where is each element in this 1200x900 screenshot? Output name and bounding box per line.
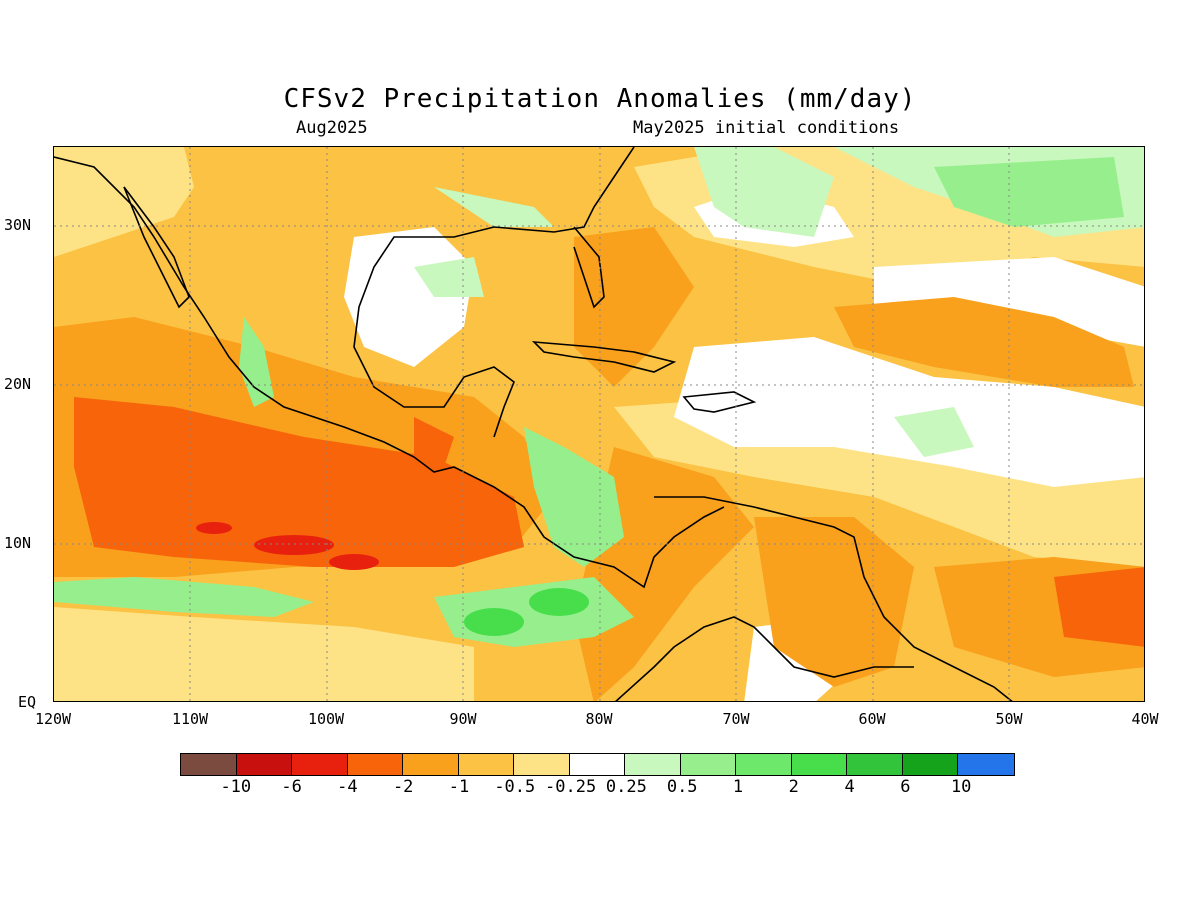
colorbar [180, 753, 1015, 776]
red-core-3 [196, 522, 232, 534]
lon-label-60w: 60W [858, 710, 886, 728]
lon-label-80w: 80W [585, 710, 613, 728]
wet-caribbean-east [894, 407, 974, 457]
colorbar-swatch [403, 754, 459, 775]
wet-nicaragua [524, 427, 624, 567]
wet-panama-core-2 [529, 588, 589, 616]
dry-venezuela [754, 517, 914, 687]
colorbar-swatch [902, 754, 958, 775]
lat-label-20n: 20N [4, 375, 32, 393]
south-america-coast [654, 496, 1013, 701]
colorbar-tick-label: 6 [900, 777, 911, 797]
lon-label-40w: 40W [1131, 710, 1159, 728]
neutral-caribbean [674, 337, 1144, 487]
pale-zone-eq-pacific [54, 607, 474, 701]
colorbar-swatch [736, 754, 792, 775]
colorbar-swatch [458, 754, 514, 775]
map-title: CFSv2 Precipitation Anomalies (mm/day) [283, 84, 917, 114]
graticule [54, 147, 1144, 701]
anomaly-map [53, 146, 1145, 702]
wet-panama-core [464, 608, 524, 636]
lat-label-eq: EQ [18, 693, 37, 711]
colorbar-tick-label: 1 [732, 777, 744, 797]
colorbar-swatch [847, 754, 903, 775]
colorbar-tick-label: 2 [788, 777, 799, 797]
lat-label-10n: 10N [4, 534, 32, 552]
colorbar-tick-label: -6 [281, 777, 302, 797]
south-america-interior [615, 616, 914, 701]
colorbar-swatch [680, 754, 736, 775]
wet-atlantic-nw [694, 147, 834, 237]
colorbar-tick-label: -1 [448, 777, 470, 797]
lon-label-120w: 120W [34, 710, 72, 728]
lat-label-30n: 30N [4, 216, 32, 234]
baja-california [123, 186, 190, 309]
red-core-2 [329, 554, 379, 570]
very-dry-pacific [74, 397, 524, 567]
cuba [531, 341, 677, 373]
lon-label-90w: 90W [449, 710, 477, 728]
very-dry-guatemala [414, 417, 454, 467]
colorbar-swatch [569, 754, 625, 775]
hispaniola [682, 391, 757, 413]
wet-gulf [414, 257, 484, 297]
pale-zone-nw [54, 147, 194, 257]
red-core-1 [254, 535, 334, 555]
wet-itcz-band [54, 577, 314, 617]
colorbar-tick-label: -4 [337, 777, 358, 797]
colorbar-swatch [625, 754, 681, 775]
colorbar-swatch [347, 754, 403, 775]
colorbar-swatch [791, 754, 847, 775]
coastlines [54, 147, 1013, 701]
lon-label-70w: 70W [722, 710, 750, 728]
valid-month-label: Aug2025 [296, 118, 368, 138]
lon-label-100w: 100W [307, 710, 345, 728]
florida [573, 226, 605, 309]
colorbar-tick-label: 0.25 [605, 777, 647, 797]
colorbar-tick-label: -0.25 [545, 777, 597, 797]
colorbar-tick-label: 0.5 [666, 777, 698, 797]
colorbar-swatch [236, 754, 292, 775]
colorbar-swatch [292, 754, 348, 775]
colorbar-tick-label: -2 [392, 777, 414, 797]
colorbar-tick-label: 10 [950, 777, 972, 797]
lon-label-110w: 110W [171, 710, 209, 728]
colorbar-tick-label: 4 [844, 777, 855, 797]
colorbar-swatch [181, 754, 237, 775]
initial-conditions-label: May2025 initial conditions [633, 118, 900, 138]
colorbar-tick-label: -0.5 [494, 777, 536, 797]
gulf-coastline [353, 147, 635, 438]
very-dry-atlantic [1054, 567, 1144, 647]
anomaly-field [54, 147, 1144, 701]
lon-label-50w: 50W [995, 710, 1023, 728]
wet-atlantic-core [934, 157, 1124, 227]
pacific-coastline [54, 156, 725, 589]
dry-atlantic-band [834, 297, 1134, 387]
colorbar-swatch [958, 754, 1014, 775]
dry-gulf-east [574, 227, 694, 387]
colorbar-swatch [514, 754, 570, 775]
colorbar-tick-label: -10 [220, 777, 252, 797]
wet-us-south [434, 187, 554, 227]
